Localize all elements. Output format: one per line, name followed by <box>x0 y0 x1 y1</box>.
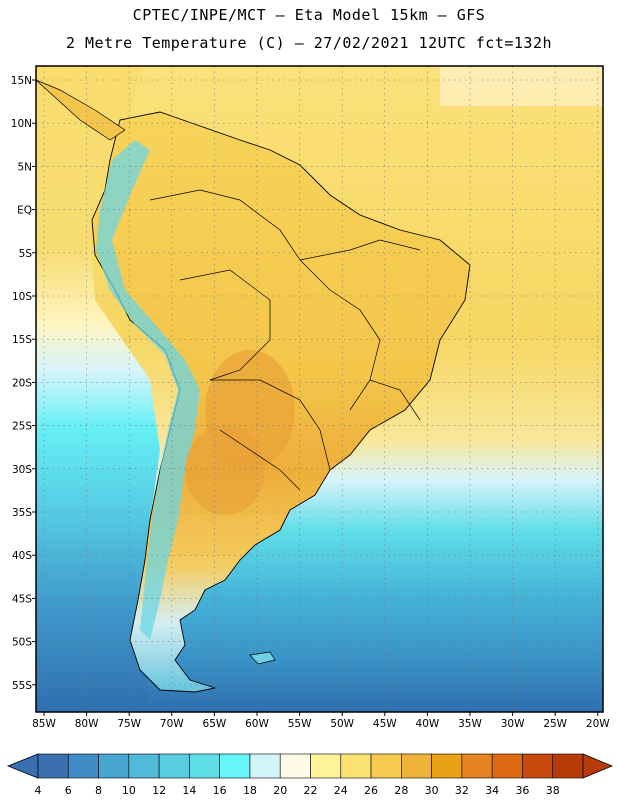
colorbar-swatch <box>249 753 281 779</box>
lat-label: 40S <box>12 550 32 562</box>
andes-cool-band <box>96 140 200 640</box>
colorbar-swatch <box>279 753 311 779</box>
lon-label: 60W <box>245 718 269 730</box>
lon-label: 55W <box>288 718 312 730</box>
colorbar-label: 8 <box>95 784 102 797</box>
lat-label: 20S <box>12 377 32 389</box>
colorbar-label: 12 <box>152 784 166 797</box>
colorbar-swatch <box>461 753 493 779</box>
colorbar-label: 24 <box>334 784 348 797</box>
lat-label: 50S <box>12 637 32 649</box>
colorbar-label: 6 <box>65 784 72 797</box>
colorbar-swatch <box>491 753 523 779</box>
colorbar-label: 30 <box>425 784 439 797</box>
lon-label: 40W <box>416 718 440 730</box>
colorbar-label: 16 <box>213 784 227 797</box>
colorbar-label: 28 <box>394 784 408 797</box>
colorbar-swatch <box>310 753 342 779</box>
lon-label: 25W <box>543 718 567 730</box>
lon-label: 30W <box>501 718 525 730</box>
lon-label: 45W <box>373 718 397 730</box>
colorbar-max-arrow <box>582 753 614 779</box>
lon-label: 75W <box>117 718 141 730</box>
central-america-land <box>36 79 126 141</box>
colorbar-swatch <box>552 753 584 779</box>
lat-label: 10S <box>12 291 32 303</box>
lat-label: 35S <box>12 507 32 519</box>
colorbar-swatch <box>431 753 463 779</box>
colorbar-swatch <box>401 753 432 779</box>
lat-label: 25S <box>12 421 32 433</box>
colorbar-swatch <box>128 753 160 779</box>
colorbar-label: 34 <box>485 784 499 797</box>
latitude-labels: 15N 10N 5N EQ 5S 10S 15S 20S 25S 30S 35S 40S 45S 50S 5… <box>11 75 36 692</box>
lat-label: 45S <box>12 593 32 605</box>
lon-label: 35W <box>458 718 482 730</box>
lat-label: 15S <box>12 334 32 346</box>
colorbar-label: 10 <box>122 784 136 797</box>
lat-label: 55S <box>12 680 32 692</box>
lat-label: 15N <box>11 75 32 87</box>
lon-label: 85W <box>32 718 56 730</box>
colorbar-label: 36 <box>515 784 529 797</box>
colorbar-label: 32 <box>455 784 469 797</box>
colorbar-swatch <box>189 753 220 779</box>
colorbar-label: 14 <box>182 784 196 797</box>
colorbar-min-arrow <box>6 753 39 779</box>
colorbar-swatch <box>219 753 251 779</box>
lat-label: EQ <box>17 205 32 217</box>
falkland-islands <box>249 651 276 665</box>
lat-label: 5N <box>17 161 32 173</box>
colorbar-label: 18 <box>243 784 257 797</box>
colorbar-label: 22 <box>304 784 318 797</box>
lat-label: 30S <box>12 464 32 476</box>
lon-label: 65W <box>203 718 227 730</box>
map-subtitle: 2 Metre Temperature (C) – 27/02/2021 12U… <box>65 34 553 52</box>
lon-label: 70W <box>160 718 184 730</box>
lon-label: 20W <box>586 718 610 730</box>
lat-label: 5S <box>19 248 33 260</box>
colorbar-swatch <box>522 753 554 779</box>
colorbar-swatch <box>67 753 99 779</box>
lon-label: 50W <box>330 718 354 730</box>
map-frame <box>35 65 604 713</box>
colorbar-swatch <box>340 753 372 779</box>
colorbar-swatch <box>98 753 130 779</box>
colorbar-swatch <box>158 753 190 779</box>
colorbar-label: 38 <box>546 784 560 797</box>
colorbar-swatch <box>37 753 69 779</box>
colorbar-swatch <box>370 753 402 779</box>
colorbar: 4 6 8 10 12 14 16 18 20 22 24 26 28 30 32 34 36 38 <box>6 753 614 797</box>
map-title: CPTEC/INPE/MCT – Eta Model 15km – GFS <box>132 6 486 24</box>
lon-label: 80W <box>75 718 99 730</box>
country-borders <box>149 189 421 491</box>
longitude-labels: 85W 80W 75W 70W 65W 60W 55W 50W 45W 40W 35W 30W 25W 2… <box>32 712 610 730</box>
graticule <box>36 66 603 712</box>
colorbar-label: 4 <box>35 784 42 797</box>
temperature-field <box>36 66 603 712</box>
colorbar-label: 26 <box>364 784 378 797</box>
colorbar-label: 20 <box>273 784 287 797</box>
lat-label: 10N <box>11 118 32 130</box>
